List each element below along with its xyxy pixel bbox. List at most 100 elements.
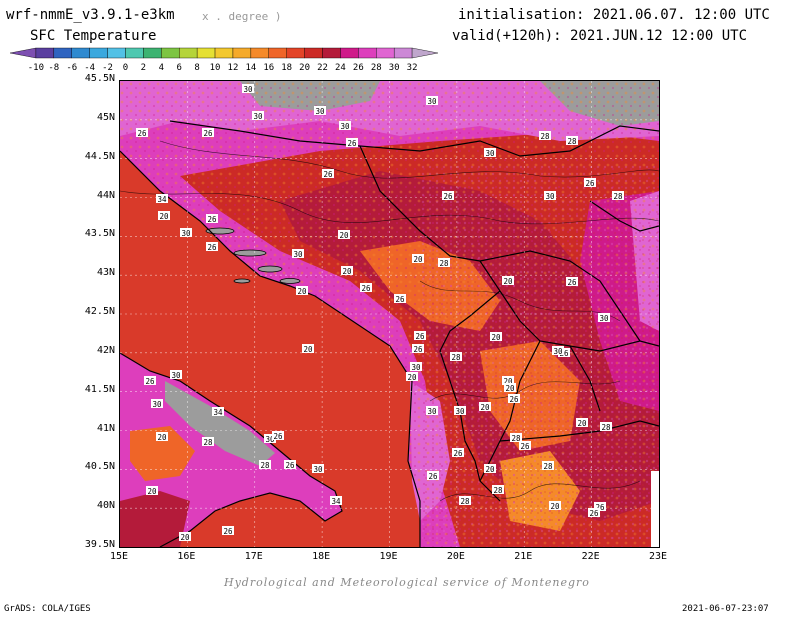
contour-label-bg: [296, 286, 308, 295]
contour-label: 26: [207, 243, 217, 252]
contour-label: 28: [260, 461, 270, 470]
colorbar-swatch: [125, 47, 144, 59]
contour-label-bg: [339, 121, 351, 130]
contour-label: 30: [427, 97, 437, 106]
contour-label: 26: [589, 509, 599, 518]
contour-label: 20: [297, 287, 307, 296]
contour-label: 30: [485, 149, 495, 158]
contour-label: 20: [491, 333, 501, 342]
longitude-tick-label: 16E: [177, 551, 196, 562]
contour-label: 26: [585, 179, 595, 188]
contour-label: 30: [427, 407, 437, 416]
contour-label: 30: [455, 407, 465, 416]
plot-title: SFC Temperature: [30, 28, 157, 44]
contour-label-bg: [412, 254, 424, 263]
colorbar-tick-label: 12: [228, 63, 239, 73]
contour-label: 26: [415, 332, 425, 341]
colorbar-tick-label: -6: [66, 63, 77, 73]
contour-label: 26: [395, 295, 405, 304]
colorbar-swatch: [71, 47, 90, 59]
colorbar-swatch: [9, 47, 37, 59]
contour-label: 26: [567, 278, 577, 287]
contour-label: 20: [550, 502, 560, 511]
contour-label: 28: [203, 438, 213, 447]
contour-label-bg: [242, 84, 254, 93]
contour-label-bg: [202, 437, 214, 446]
contour-label-bg: [212, 407, 224, 416]
contour-label-bg: [442, 191, 454, 200]
contour-label: 20: [485, 465, 495, 474]
contour-label: 30: [253, 112, 263, 121]
contour-label: 30: [243, 85, 253, 94]
colorbar-tick-label: 6: [177, 63, 182, 73]
contour-label-bg: [412, 344, 424, 353]
contour-label: 30: [313, 465, 323, 474]
latitude-tick-label: 40.5N: [84, 461, 115, 473]
contour-label: 26: [285, 461, 295, 470]
contour-label-bg: [504, 383, 516, 392]
contour-label: 20: [503, 277, 513, 286]
contour-label-bg: [146, 486, 158, 495]
contour-label-bg: [202, 128, 214, 137]
contour-label-bg: [427, 471, 439, 480]
colorbar-tick-label: 32: [407, 63, 418, 73]
colorbar-swatch: [35, 47, 55, 59]
dalmatian-islands: [205, 227, 301, 284]
latitude-tick-label: 42.5N: [84, 306, 115, 317]
colorbar-swatch: [143, 47, 162, 59]
no-data-strip: [651, 471, 659, 547]
contour-label-bg: [566, 136, 578, 145]
longitude-tick-label: 22E: [581, 551, 600, 562]
contour-label-bg: [576, 418, 588, 427]
contour-label-bg: [600, 422, 612, 431]
contour-label: 30: [181, 229, 191, 238]
contour-label: 26: [347, 139, 357, 148]
colorbar-swatch: [196, 47, 216, 59]
longitude-tick-label: 20E: [446, 551, 465, 562]
contour-label: 26: [595, 503, 605, 512]
colorbar-swatch: [411, 47, 439, 59]
italy-grey: [165, 381, 275, 466]
contour-label-bg: [426, 96, 438, 105]
longitude-tick-label: 15E: [110, 551, 129, 562]
latitude-tick-label: 41.5N: [84, 383, 115, 395]
contour-label: 20: [157, 433, 167, 442]
contour-label-bg: [484, 148, 496, 157]
contour-label-bg: [259, 460, 271, 469]
contour-label: 20: [577, 419, 587, 428]
contour-label-bg: [264, 434, 276, 443]
contour-label-bg: [552, 346, 564, 355]
contour-label: 34: [331, 497, 341, 506]
contour-label: 26: [559, 349, 569, 358]
temperature-map: 30 30 30 30 30 26 26 26 30 28 28 26 30 28 26 26 34 20 26 30…: [119, 80, 660, 548]
contour-label-bg: [330, 496, 342, 505]
contour-label: 26: [361, 284, 371, 293]
contour-label: 20: [147, 487, 157, 496]
contour-label: 28: [543, 462, 553, 471]
colorbar-swatch: [89, 47, 108, 59]
contour-label: 20: [480, 403, 490, 412]
contour-label: 20: [503, 377, 513, 386]
contour-label-bg: [170, 370, 182, 379]
latitude-tick-label: 43N: [96, 267, 115, 279]
contour-label-bg: [484, 464, 496, 473]
contour-label-bg: [206, 242, 218, 251]
contour-lines: [120, 140, 659, 502]
init-time: initialisation: 2021.06.07. 12:00 UTC: [458, 7, 770, 23]
contour-label-bg: [459, 496, 471, 505]
contour-label: 26: [509, 395, 519, 404]
contour-label: 30: [293, 250, 303, 259]
contour-label-bg: [322, 169, 334, 178]
colorbar-tick-label: 18: [281, 63, 292, 73]
colorbar-swatch: [376, 47, 395, 59]
contour-label-bg: [180, 228, 192, 237]
contour-label-bg: [588, 508, 600, 517]
colorbar-swatch: [304, 47, 323, 59]
latitude-tick-label: 45.5N: [84, 73, 115, 84]
contour-label: 20: [505, 384, 515, 393]
grads-label: GrADS: COLA/IGES: [4, 604, 91, 614]
contour-label-bg: [406, 372, 418, 381]
colorbar-swatch: [179, 47, 198, 59]
contour-label-bg: [542, 461, 554, 470]
contour-label: 28: [439, 259, 449, 268]
